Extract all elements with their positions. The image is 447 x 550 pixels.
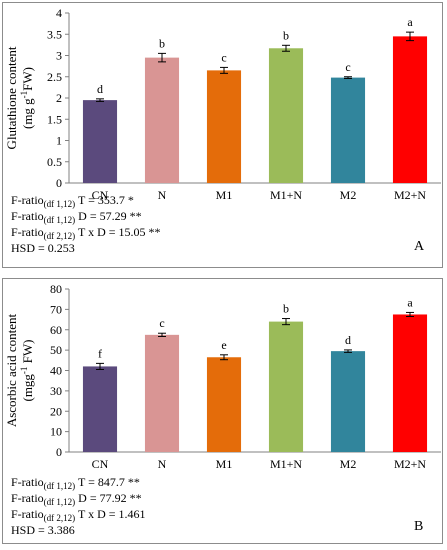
y-axis-label-line2: (mg g-1FW) [19, 67, 35, 129]
y-tick-label: 60 [50, 323, 62, 337]
panel-label-b: B [414, 519, 424, 534]
y-tick-label: 30 [50, 384, 62, 398]
significance-letter: d [345, 333, 351, 347]
y-tick-label: 4 [56, 6, 62, 20]
ascorbic-acid-chart: 0 10 20 30 40 50 60 70 80 f CN c Ne M1 b M1+N d M2 a M2+N As… [4, 282, 441, 471]
bar-m1-plus-n [268, 48, 304, 184]
y-axis-label-line1: Ascorbic acid content [4, 313, 19, 427]
y-axis-label-line2: (mgg-1 FW) [19, 339, 35, 401]
y-tick-label: 2.5 [47, 70, 62, 84]
stats-line: HSD = 3.386 [11, 523, 75, 537]
y-tick-label: 70 [50, 302, 62, 316]
y-tick-label: 3 [56, 49, 62, 63]
bar-m1 [206, 70, 242, 183]
significance-letter: b [283, 28, 289, 42]
stats-block-b: F-ratio(df 1,12) T = 847.7 ** F-ratio(df… [11, 474, 146, 538]
bar-m2-plus-n [392, 36, 428, 183]
y-tick-label: 0.5 [47, 155, 62, 169]
stats-block-a: F-ratio(df 1,12) T = 353.7 * F-ratio(df … [11, 192, 161, 256]
y-tick-label: 2 [56, 91, 62, 105]
x-tick-label: M1+N [270, 457, 302, 471]
x-tick-label: N [158, 188, 167, 202]
x-tick-label: M2 [340, 188, 357, 202]
significance-letter: b [283, 302, 289, 316]
significance-letter: e [221, 338, 226, 352]
x-tick-label: CN [92, 188, 109, 202]
bar-n [144, 334, 180, 452]
y-axis-label: Ascorbic acid content (mgg-1 FW) [4, 313, 35, 427]
bar-m1-plus-n [268, 321, 304, 452]
y-tick-label: 10 [50, 425, 62, 439]
stats-line: F-ratio(df 1,12) D = 77.92 ** [11, 491, 142, 507]
x-tick-label: N [158, 457, 167, 471]
x-tick-label: M2 [340, 457, 357, 471]
x-tick-label: M1 [216, 188, 233, 202]
significance-letter: a [407, 295, 413, 309]
bar-cn [82, 100, 118, 183]
significance-letter: c [345, 60, 350, 74]
stats-line: F-ratio(df 1,12) T = 847.7 ** [11, 475, 140, 491]
y-tick-label: 1.5 [47, 112, 62, 126]
panel-label-a: A [414, 239, 425, 254]
bar-cn [82, 366, 118, 452]
bar-m2 [330, 351, 366, 452]
stats-line: HSD = 0.253 [11, 241, 75, 255]
stats-line: F-ratio(df 1,12) D = 57.29 ** [11, 209, 142, 225]
stats-line: F-ratio(df 2,12) T x D = 15.05 ** [11, 225, 161, 241]
significance-letter: d [97, 82, 103, 96]
x-tick-label: M2+N [394, 188, 426, 202]
y-tick-label: 0 [56, 445, 62, 459]
x-tick-label: M1 [216, 457, 233, 471]
significance-letter: f [98, 346, 102, 360]
y-axis-label: Glutathione content (mg g-1FW) [4, 46, 35, 149]
x-tick-label: CN [92, 457, 109, 471]
y-tick-label: 1 [56, 134, 62, 148]
bar-m2-plus-n [392, 314, 428, 452]
significance-letter: c [221, 50, 226, 64]
significance-letter: c [159, 316, 164, 330]
y-tick-label: 20 [50, 404, 62, 418]
significance-letter: a [407, 15, 413, 29]
y-tick-label: 0 [56, 176, 62, 190]
glutathione-chart: 0 0.5 1 1.5 2 2.5 3 3.5 4 d CN b Nc M1 b M1+N c M2 a M2+N Gl… [4, 6, 441, 202]
x-tick-label: M2+N [394, 457, 426, 471]
y-tick-label: 50 [50, 343, 62, 357]
stats-line: F-ratio(df 2,12) T x D = 1.461 [11, 507, 146, 523]
stats-line: F-ratio(df 1,12) T = 353.7 * [11, 193, 134, 209]
bar-m2 [330, 77, 366, 183]
significance-letter: b [159, 36, 165, 50]
bar-m1 [206, 357, 242, 452]
y-tick-label: 80 [50, 282, 62, 296]
y-tick-label: 40 [50, 364, 62, 378]
y-tick-label: 3.5 [47, 27, 62, 41]
bar-n [144, 57, 180, 183]
x-tick-label: M1+N [270, 188, 302, 202]
y-axis-label-line1: Glutathione content [4, 46, 19, 149]
